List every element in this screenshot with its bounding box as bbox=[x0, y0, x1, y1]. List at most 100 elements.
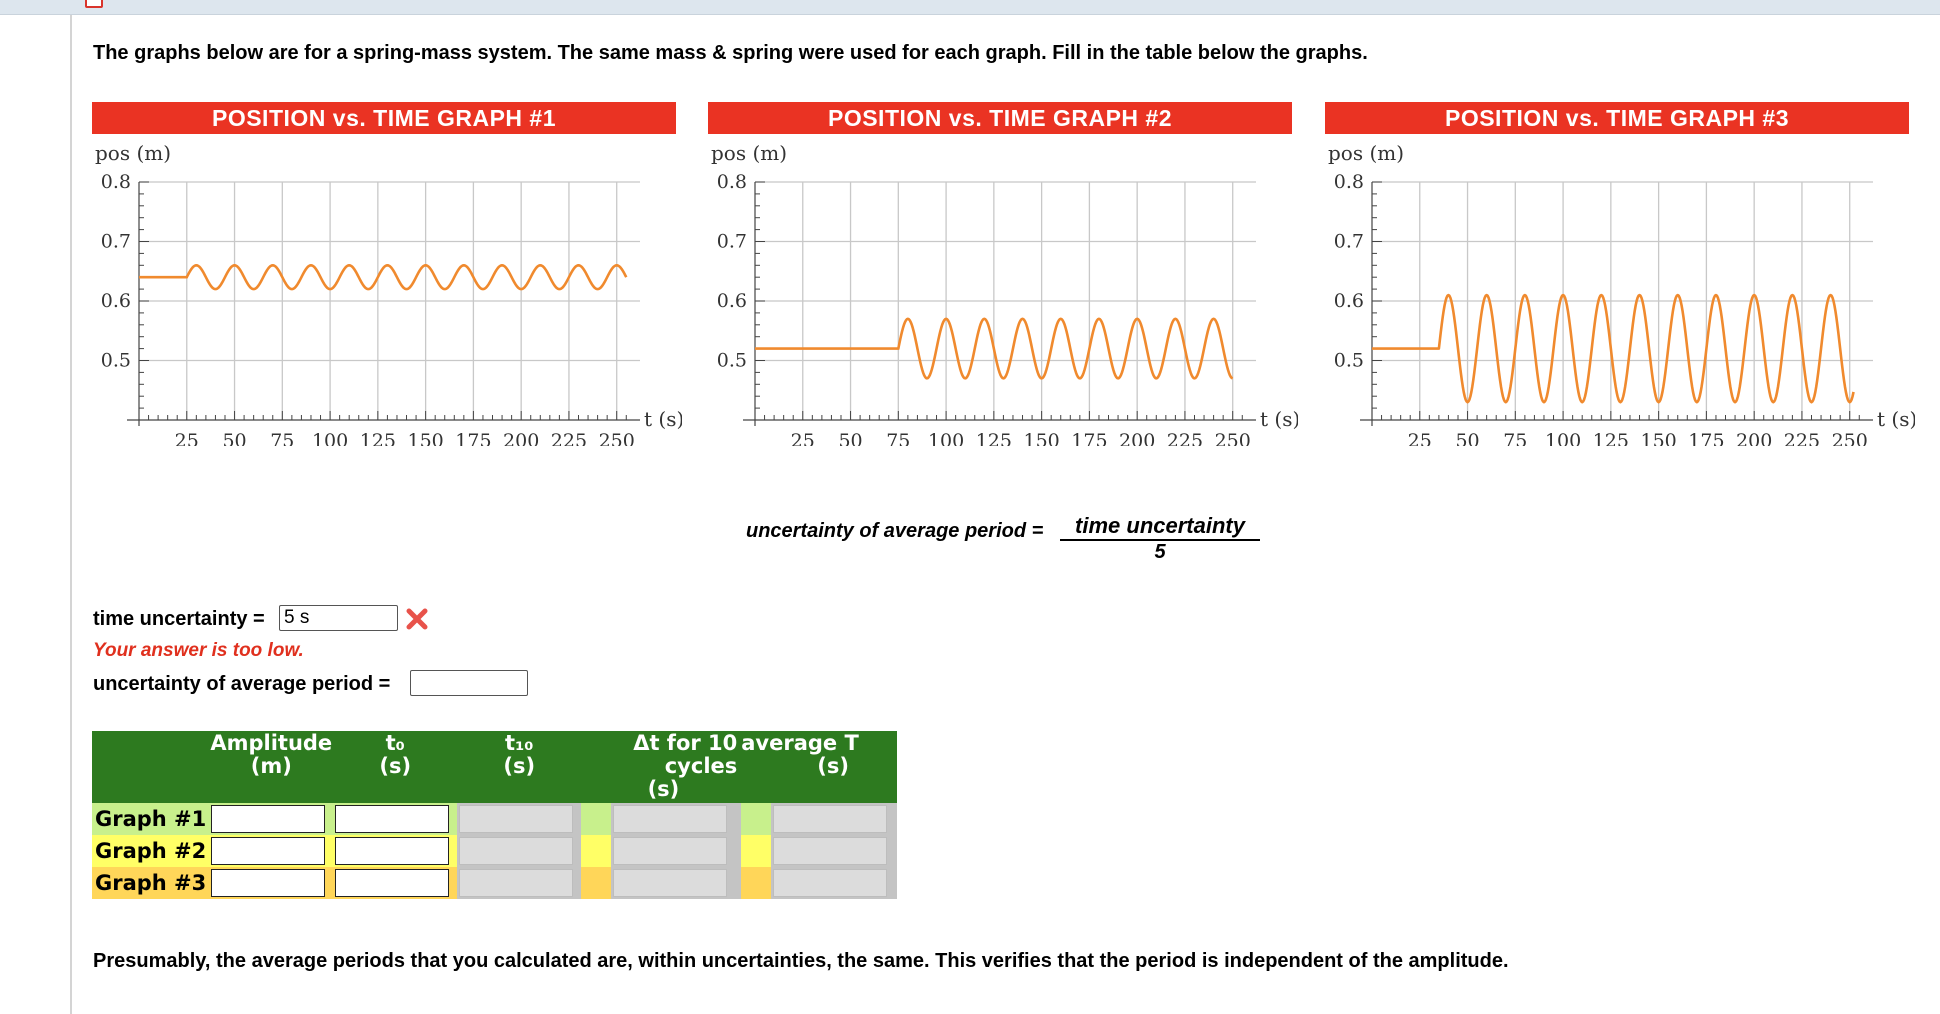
y-tick-label: 0.5 bbox=[101, 350, 131, 372]
x-tick-label: 225 bbox=[1784, 430, 1820, 446]
spacer-cell bbox=[741, 835, 772, 867]
incorrect-x-icon bbox=[406, 608, 428, 630]
delta-t-cell bbox=[613, 869, 728, 897]
t0-input[interactable] bbox=[335, 837, 450, 865]
t0-input[interactable] bbox=[335, 805, 450, 833]
y-axis-label: pos (m) bbox=[711, 141, 787, 165]
formula-fraction: time uncertainty 5 bbox=[1060, 513, 1260, 564]
y-tick-label: 0.6 bbox=[717, 290, 747, 312]
uncertainty-formula: uncertainty of average period = time unc… bbox=[746, 513, 1260, 563]
header-t10: t₁₀ (s) bbox=[457, 731, 582, 803]
left-margin-rule bbox=[70, 15, 72, 1014]
x-tick-label: 225 bbox=[1167, 430, 1203, 446]
y-tick-label: 0.7 bbox=[717, 231, 747, 253]
average-t-cell bbox=[773, 837, 888, 865]
y-tick-label: 0.6 bbox=[101, 290, 131, 312]
t10-cell bbox=[459, 837, 574, 865]
x-tick-label: 25 bbox=[1408, 430, 1432, 446]
period-uncertainty-input[interactable] bbox=[410, 670, 528, 696]
row-label: Graph #3 bbox=[92, 867, 210, 899]
y-tick-label: 0.5 bbox=[1334, 350, 1364, 372]
graph-title: POSITION vs. TIME GRAPH #1 bbox=[92, 102, 676, 134]
y-axis-label: pos (m) bbox=[95, 141, 171, 165]
period-uncertainty-label: uncertainty of average period = bbox=[93, 673, 391, 695]
table-header-row: Amplitude (m) t₀ (s) t₁₀ (s) Δt for 10 cycl… bbox=[92, 731, 898, 803]
x-tick-label: 150 bbox=[1640, 430, 1676, 446]
x-tick-label: 100 bbox=[928, 430, 964, 446]
graph-3: POSITION vs. TIME GRAPH #3 0.5 0.6 0.7 0.8 2… bbox=[1325, 102, 1915, 446]
graph-1: POSITION vs. TIME GRAPH #1 0.5 0.6 0.7 0.8 2… bbox=[92, 102, 682, 446]
y-tick-label: 0.8 bbox=[717, 171, 747, 193]
spacer-cell bbox=[581, 835, 612, 867]
x-tick-label: 25 bbox=[175, 430, 199, 446]
row-label: Graph #1 bbox=[92, 803, 210, 835]
graph-title: POSITION vs. TIME GRAPH #2 bbox=[708, 102, 1292, 134]
graph-plot: 0.5 0.6 0.7 0.8 25 50 75 100 125 150 175 200 225 250 p… bbox=[1328, 141, 1915, 446]
delta-t-cell bbox=[613, 837, 728, 865]
spacer-cell bbox=[581, 867, 612, 899]
y-axis-label: pos (m) bbox=[1328, 141, 1404, 165]
header-t0: t₀ (s) bbox=[333, 731, 458, 803]
x-tick-label: 100 bbox=[1545, 430, 1581, 446]
formula-lhs: uncertainty of average period = bbox=[746, 520, 1044, 542]
spacer-cell bbox=[741, 867, 772, 899]
section-checkbox[interactable] bbox=[85, 0, 103, 8]
x-axis-label: t (s) bbox=[1877, 407, 1915, 431]
header-amplitude: Amplitude (m) bbox=[209, 731, 334, 803]
table-row: Graph #2 bbox=[92, 835, 898, 867]
feedback-message: Your answer is too low. bbox=[93, 640, 304, 661]
formula-denominator: 5 bbox=[1154, 541, 1166, 563]
x-tick-label: 150 bbox=[1023, 430, 1059, 446]
y-tick-label: 0.8 bbox=[1334, 171, 1364, 193]
x-tick-label: 225 bbox=[551, 430, 587, 446]
y-tick-label: 0.5 bbox=[717, 350, 747, 372]
x-tick-label: 75 bbox=[886, 430, 910, 446]
position-curve bbox=[139, 264, 628, 291]
header-average-t: average T (s) bbox=[741, 731, 898, 803]
graph-2: POSITION vs. TIME GRAPH #2 0.5 0.6 0.7 0.8 2… bbox=[708, 102, 1298, 446]
graph-plot: 0.5 0.6 0.7 0.8 25 50 75 100 125 150 175 200 225 250 p… bbox=[95, 141, 682, 446]
x-tick-label: 150 bbox=[407, 430, 443, 446]
row-label: Graph #2 bbox=[92, 835, 210, 867]
x-tick-label: 250 bbox=[1215, 430, 1251, 446]
x-tick-label: 250 bbox=[1832, 430, 1868, 446]
time-uncertainty-input[interactable]: 5 s bbox=[279, 605, 398, 631]
x-tick-label: 200 bbox=[503, 430, 539, 446]
x-tick-label: 200 bbox=[1119, 430, 1155, 446]
footer-note: Presumably, the average periods that you… bbox=[93, 950, 1509, 972]
x-tick-label: 175 bbox=[1688, 430, 1724, 446]
y-tick-label: 0.7 bbox=[1334, 231, 1364, 253]
position-curve bbox=[1372, 293, 1855, 404]
header-delta-t: Δt for 10 cycles (s) bbox=[581, 731, 742, 803]
average-t-cell bbox=[773, 869, 888, 897]
spacer-cell bbox=[741, 803, 772, 835]
x-tick-label: 100 bbox=[312, 430, 348, 446]
x-axis-label: t (s) bbox=[644, 407, 682, 431]
amplitude-input[interactable] bbox=[211, 805, 326, 833]
x-tick-label: 75 bbox=[1503, 430, 1527, 446]
x-tick-label: 175 bbox=[455, 430, 491, 446]
x-tick-label: 50 bbox=[838, 430, 862, 446]
x-tick-label: 125 bbox=[360, 430, 396, 446]
x-axis-label: t (s) bbox=[1260, 407, 1298, 431]
delta-t-cell bbox=[613, 805, 728, 833]
x-tick-label: 250 bbox=[599, 430, 635, 446]
x-tick-label: 125 bbox=[1593, 430, 1629, 446]
intro-text: The graphs below are for a spring-mass s… bbox=[93, 42, 1368, 64]
t10-cell bbox=[459, 869, 574, 897]
section-header-bar bbox=[0, 0, 1940, 15]
formula-numerator: time uncertainty bbox=[1060, 513, 1260, 541]
results-table: Amplitude (m) t₀ (s) t₁₀ (s) Δt for 10 cycl… bbox=[92, 731, 898, 899]
x-tick-label: 75 bbox=[270, 430, 294, 446]
t0-input[interactable] bbox=[335, 869, 450, 897]
amplitude-input[interactable] bbox=[211, 869, 326, 897]
position-curve bbox=[755, 317, 1234, 380]
table-row: Graph #3 bbox=[92, 867, 898, 899]
amplitude-input[interactable] bbox=[211, 837, 326, 865]
x-tick-label: 50 bbox=[1455, 430, 1479, 446]
graph-title: POSITION vs. TIME GRAPH #3 bbox=[1325, 102, 1909, 134]
average-t-cell bbox=[773, 805, 888, 833]
x-tick-label: 125 bbox=[976, 430, 1012, 446]
graph-plot: 0.5 0.6 0.7 0.8 25 50 75 100 125 150 175 200 225 250 p… bbox=[711, 141, 1298, 446]
time-uncertainty-label: time uncertainty = bbox=[93, 608, 265, 630]
